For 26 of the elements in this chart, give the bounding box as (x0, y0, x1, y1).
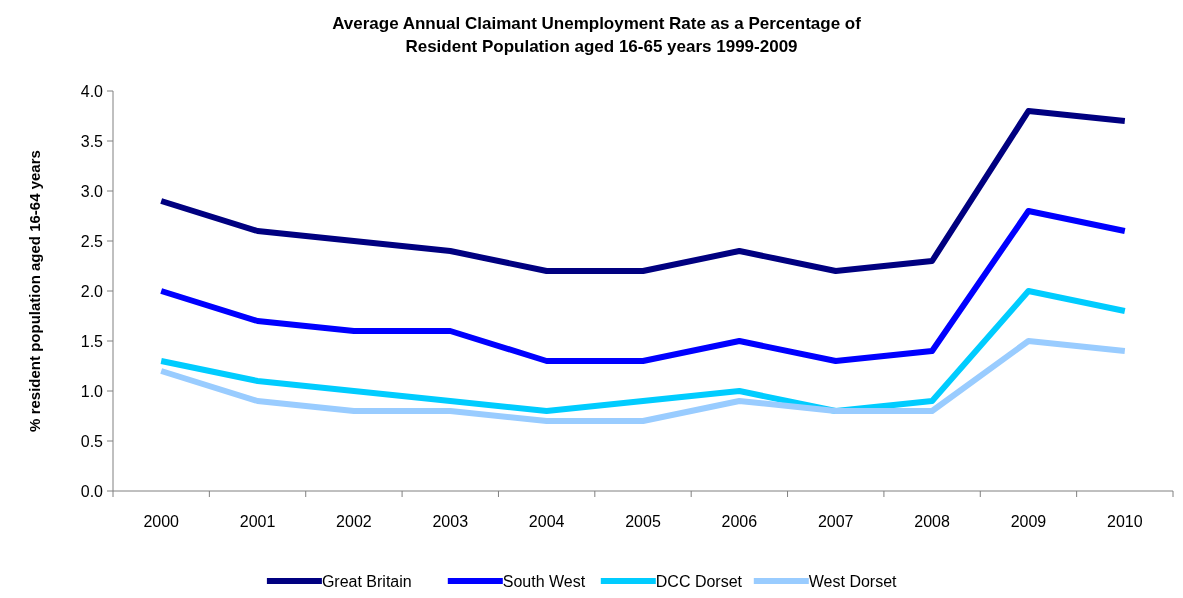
x-tick-label: 2003 (432, 513, 469, 530)
y-tick-label: 0.0 (80, 482, 104, 500)
y-tick-label: 3.5 (80, 132, 104, 150)
chart-title: Average Annual Claimant Unemployment Rate as a Percentage of Resident Population aged 16-65 years 1999-2009 (332, 14, 862, 56)
x-tick-label: 2010 (1107, 513, 1143, 530)
y-tick-label: 1.0 (80, 382, 104, 400)
y-axis-title: % resident population aged 16-64 years (26, 150, 43, 432)
legend-label: DCC Dorset (655, 573, 743, 590)
x-tick-label: 2001 (239, 513, 276, 530)
x-tick-label: 2008 (914, 513, 950, 530)
x-tick-label: 2002 (336, 513, 372, 530)
y-tick-label: 4.0 (80, 82, 104, 100)
legend-label: Great Britain (321, 573, 412, 590)
y-tick-label: 2.5 (80, 232, 104, 250)
x-tick-label: 2007 (817, 513, 854, 530)
x-tick-label: 2004 (528, 513, 565, 530)
y-tick-label: 3.0 (80, 182, 104, 200)
legend-label: South West (502, 573, 586, 590)
x-tick-label: 2000 (143, 513, 180, 530)
x-tick-label: 2009 (1010, 513, 1047, 530)
y-tick-label: 1.5 (80, 332, 104, 350)
y-tick-label: 2.0 (80, 282, 104, 300)
x-tick-label: 2005 (625, 513, 661, 530)
x-tick-label: 2006 (721, 513, 758, 530)
legend-label: West Dorset (808, 573, 898, 590)
y-tick-label: 0.5 (80, 432, 104, 450)
